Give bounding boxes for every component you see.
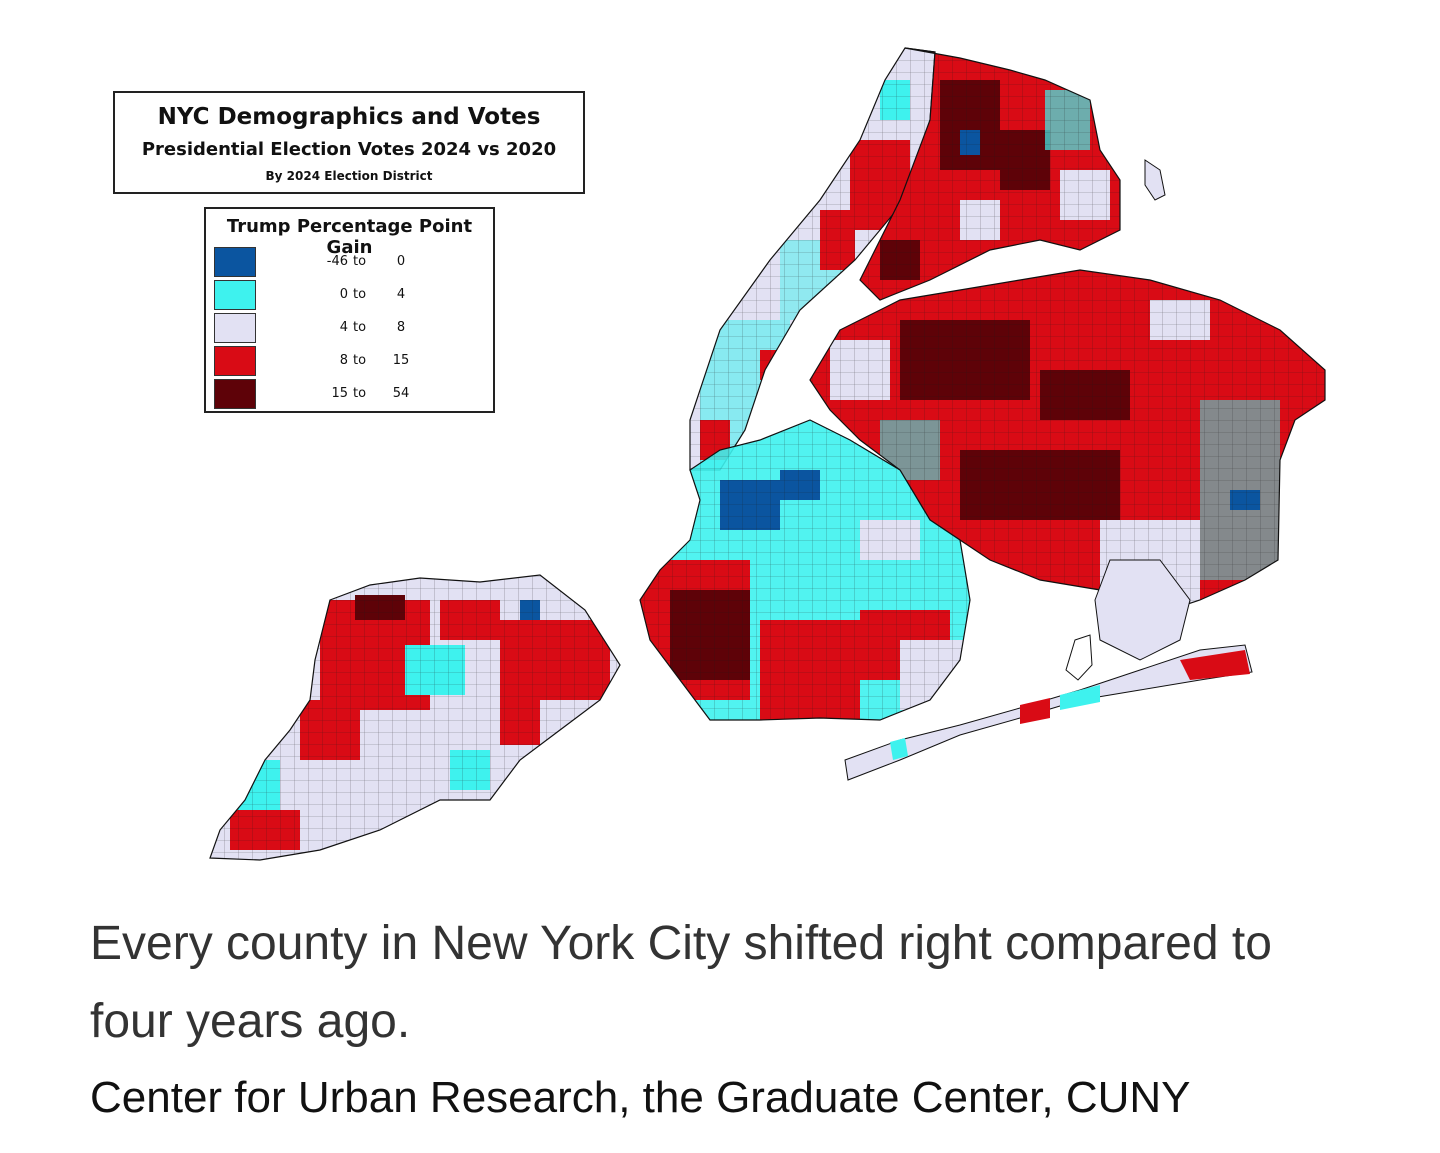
legend-to: 8	[396, 320, 406, 335]
legend-to-word: to	[353, 320, 367, 335]
nyc-choropleth-map	[209, 47, 1326, 861]
legend-item: -46 to 0	[214, 245, 421, 278]
legend-to-word: to	[353, 353, 367, 368]
map-title: NYC Demographics and Votes	[157, 104, 541, 130]
legend-item: 0 to 4	[214, 278, 421, 311]
legend-to: 15	[392, 353, 410, 368]
image-credit: Center for Urban Research, the Graduate …	[90, 1073, 1191, 1122]
queens-region	[809, 269, 1326, 781]
map-figure: NYC Demographics and Votes Presidential …	[113, 47, 1326, 861]
legend-swatch	[214, 279, 256, 310]
legend-to-word: to	[353, 254, 367, 269]
island-marker	[1065, 634, 1093, 681]
island-marker	[1144, 159, 1166, 201]
staten-island-region	[209, 574, 621, 861]
legend-to: 0	[396, 254, 406, 269]
legend-rows: -46 to 0 0 to 4 4 to 8 8 to 15	[214, 245, 421, 410]
legend-to-word: to	[353, 287, 367, 302]
map-note: By 2024 Election District	[265, 169, 433, 183]
legend-from: 0	[339, 287, 348, 302]
legend-from: 4	[339, 320, 348, 335]
legend-swatch	[214, 378, 256, 409]
legend-item: 4 to 8	[214, 311, 421, 344]
map-subtitle: Presidential Election Votes 2024 vs 2020	[141, 139, 557, 160]
legend-to: 54	[392, 386, 410, 401]
map-title-box: NYC Demographics and Votes Presidential …	[113, 91, 585, 194]
legend-from: 15	[331, 386, 348, 401]
legend-item: 15 to 54	[214, 377, 421, 410]
map-legend: Trump Percentage Point Gain -46 to 0 0 t…	[204, 207, 495, 413]
legend-swatch	[214, 345, 256, 376]
legend-to: 4	[396, 287, 406, 302]
legend-from: 8	[339, 353, 348, 368]
image-caption: Every county in New York City shifted ri…	[90, 917, 1272, 1048]
legend-title: Trump Percentage Point Gain	[226, 216, 473, 258]
legend-swatch	[214, 246, 256, 277]
legend-from: -46	[326, 254, 348, 269]
legend-swatch	[214, 312, 256, 343]
legend-item: 8 to 15	[214, 344, 421, 377]
legend-to-word: to	[353, 386, 367, 401]
